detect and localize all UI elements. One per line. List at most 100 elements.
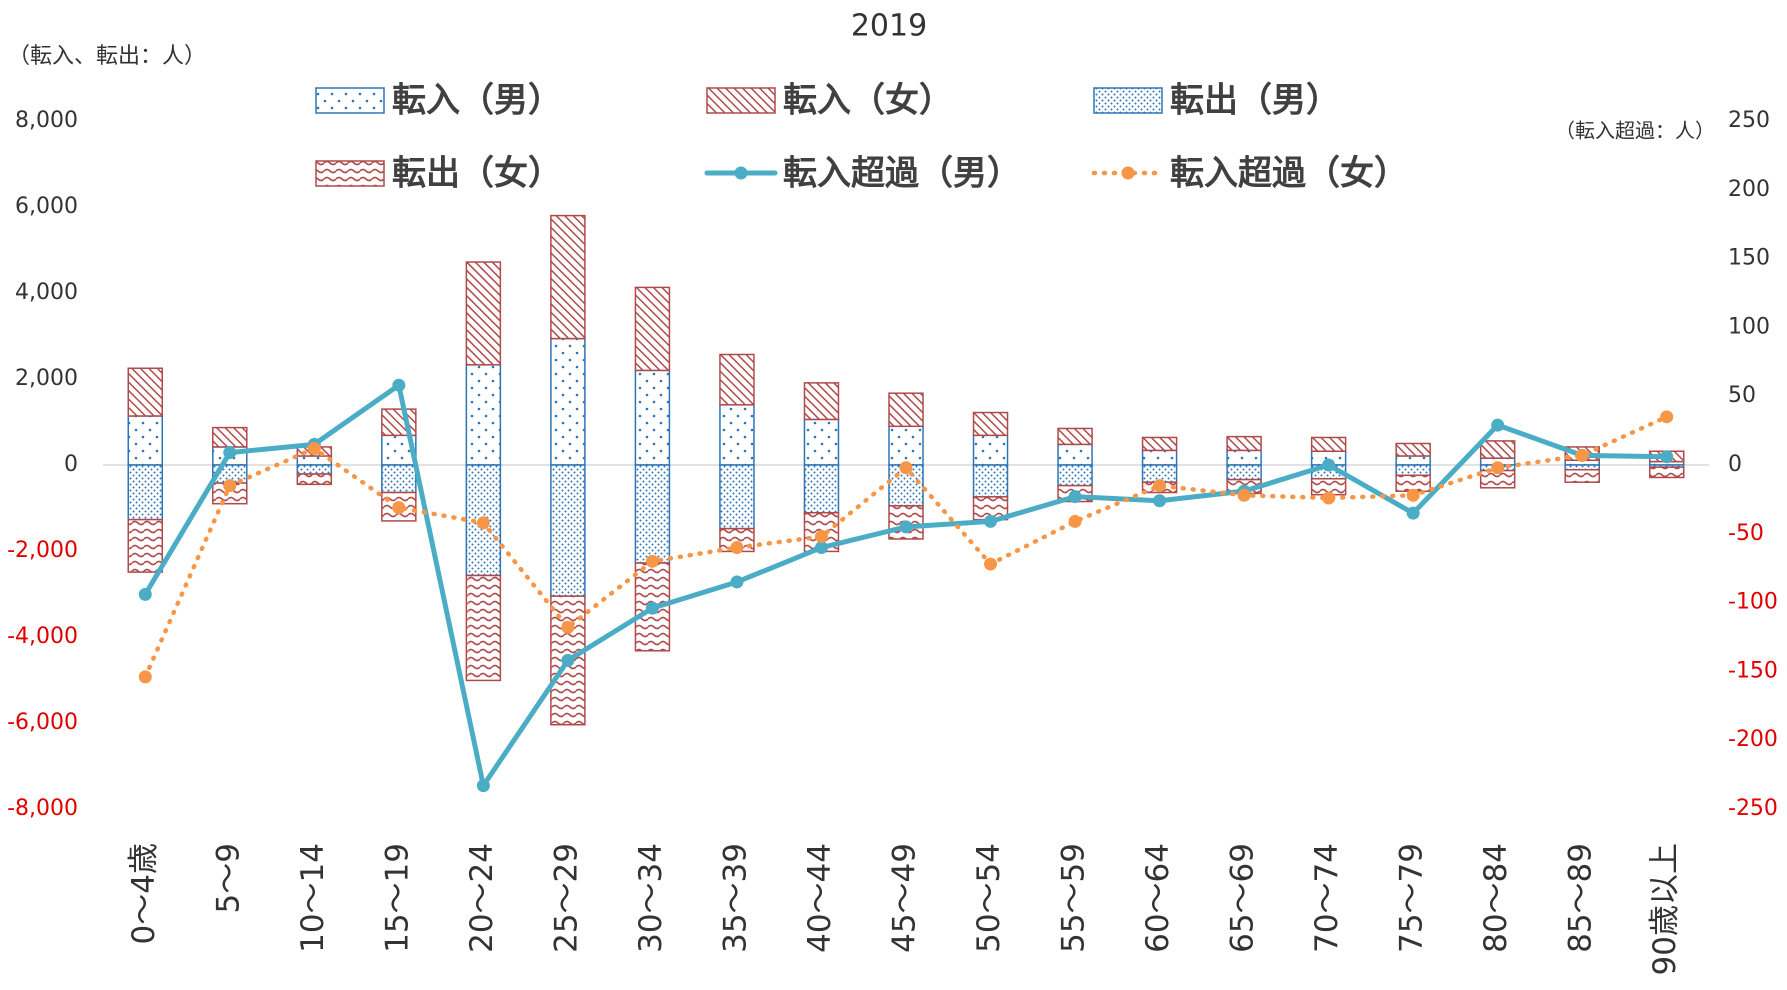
line-point (307, 441, 321, 455)
legend-swatch (1121, 166, 1135, 180)
y-tick-label: 2,000 (15, 366, 78, 391)
line-point (1575, 448, 1589, 462)
bar-segment (972, 411, 1009, 437)
legend-swatch (706, 87, 776, 114)
bar-segment (1057, 443, 1093, 466)
legend-swatch (734, 166, 748, 180)
bar-segment (1479, 440, 1516, 459)
x-tick-label: 40〜44 (802, 843, 838, 953)
legend-swatch (315, 160, 385, 187)
y-tick-label: 4,000 (15, 280, 78, 305)
x-tick-label: 30〜34 (633, 843, 669, 953)
x-tick-label: 50〜54 (971, 843, 1007, 953)
bar-segment (465, 261, 502, 366)
line-point (1660, 450, 1674, 464)
y2-tick-label: 200 (1728, 177, 1770, 202)
bar-segment (972, 464, 1009, 498)
line-point (561, 620, 575, 634)
y2-tick-label: -50 (1728, 521, 1764, 546)
line-point (814, 530, 828, 544)
y-tick-label: 8,000 (15, 108, 78, 133)
bar-segment (1395, 464, 1431, 477)
line-point (730, 541, 744, 555)
legend-label: 転入（女） (783, 81, 953, 121)
bar-segment (465, 574, 502, 682)
bar-segment (1395, 442, 1431, 457)
bar-segment (972, 434, 1009, 466)
line-point (1153, 479, 1167, 493)
line-point (1491, 418, 1505, 432)
legend-label: 転入超過（男） (783, 154, 1021, 194)
bar-segment (127, 415, 164, 466)
bar-segment (550, 464, 586, 597)
line-point (1068, 514, 1082, 528)
y-tick-label: 6,000 (15, 194, 78, 219)
bar-segment (888, 425, 924, 466)
y2-tick-label: -250 (1728, 796, 1778, 821)
bar-segment (1226, 449, 1262, 466)
bar-segment (381, 464, 417, 494)
y2-tick-label: 150 (1728, 246, 1770, 271)
x-tick-label: 85〜89 (1563, 843, 1599, 953)
line-point (1068, 490, 1082, 504)
line-point (1406, 488, 1420, 502)
y2-tick-label: 0 (1728, 452, 1742, 477)
bar-segment (1310, 436, 1347, 452)
bar-segment (1395, 455, 1431, 466)
line-point (476, 779, 490, 793)
y-tick-label: -8,000 (7, 796, 78, 821)
bar-segment (127, 464, 164, 521)
line-point (1322, 491, 1336, 505)
y-tick-label: -2,000 (7, 538, 78, 563)
x-tick-label: 5〜9 (210, 843, 246, 913)
bar-segment (1057, 427, 1093, 446)
bar-segment (803, 418, 840, 466)
bar-segment (719, 404, 755, 466)
line-point (138, 587, 152, 601)
y2-tick-label: -100 (1728, 590, 1778, 615)
x-tick-label: 45〜49 (887, 843, 923, 953)
bar-segment (1141, 449, 1178, 466)
legend-label: 転出（女） (392, 154, 562, 194)
line-point (138, 670, 152, 684)
line-point (1237, 488, 1251, 502)
bar-segment (719, 353, 755, 406)
x-tick-label: 0〜4歳 (126, 843, 162, 944)
bar-segment (465, 364, 502, 466)
line-point (984, 557, 998, 571)
line-point (1491, 461, 1505, 475)
y-tick-label: 0 (64, 452, 78, 477)
bar-segment (550, 337, 586, 466)
bar-segment (127, 518, 164, 573)
x-tick-label: 20〜24 (464, 843, 500, 953)
x-tick-label: 80〜84 (1478, 843, 1514, 953)
bar-segment (1648, 466, 1685, 479)
y2-tick-label: 100 (1728, 314, 1770, 339)
line-point (814, 541, 828, 555)
line-point (984, 514, 998, 528)
bar-segment (634, 464, 671, 564)
line-point (1660, 410, 1674, 424)
legend-label: 転入超過（女） (1170, 154, 1408, 194)
legend-label: 転出（男） (1170, 81, 1340, 121)
x-tick-label: 15〜19 (379, 843, 415, 953)
line-point (1322, 458, 1336, 472)
legend-swatch (315, 87, 385, 114)
bar-segment (296, 464, 333, 475)
line-point (645, 554, 659, 568)
bar-segment (127, 367, 164, 417)
line-point (1153, 494, 1167, 508)
bar-segment (1057, 464, 1093, 487)
bar-segment (296, 455, 333, 466)
line-point (899, 461, 913, 475)
line-point (730, 575, 744, 589)
x-tick-label: 25〜29 (548, 843, 584, 953)
line-point (223, 446, 237, 460)
y2-axis-label: （転入超過：人） (1555, 119, 1715, 143)
legend-swatch (1093, 87, 1163, 114)
line-point (561, 653, 575, 667)
x-tick-label: 60〜64 (1140, 843, 1176, 953)
line-point (392, 378, 406, 392)
y2-tick-label: 250 (1728, 108, 1770, 133)
